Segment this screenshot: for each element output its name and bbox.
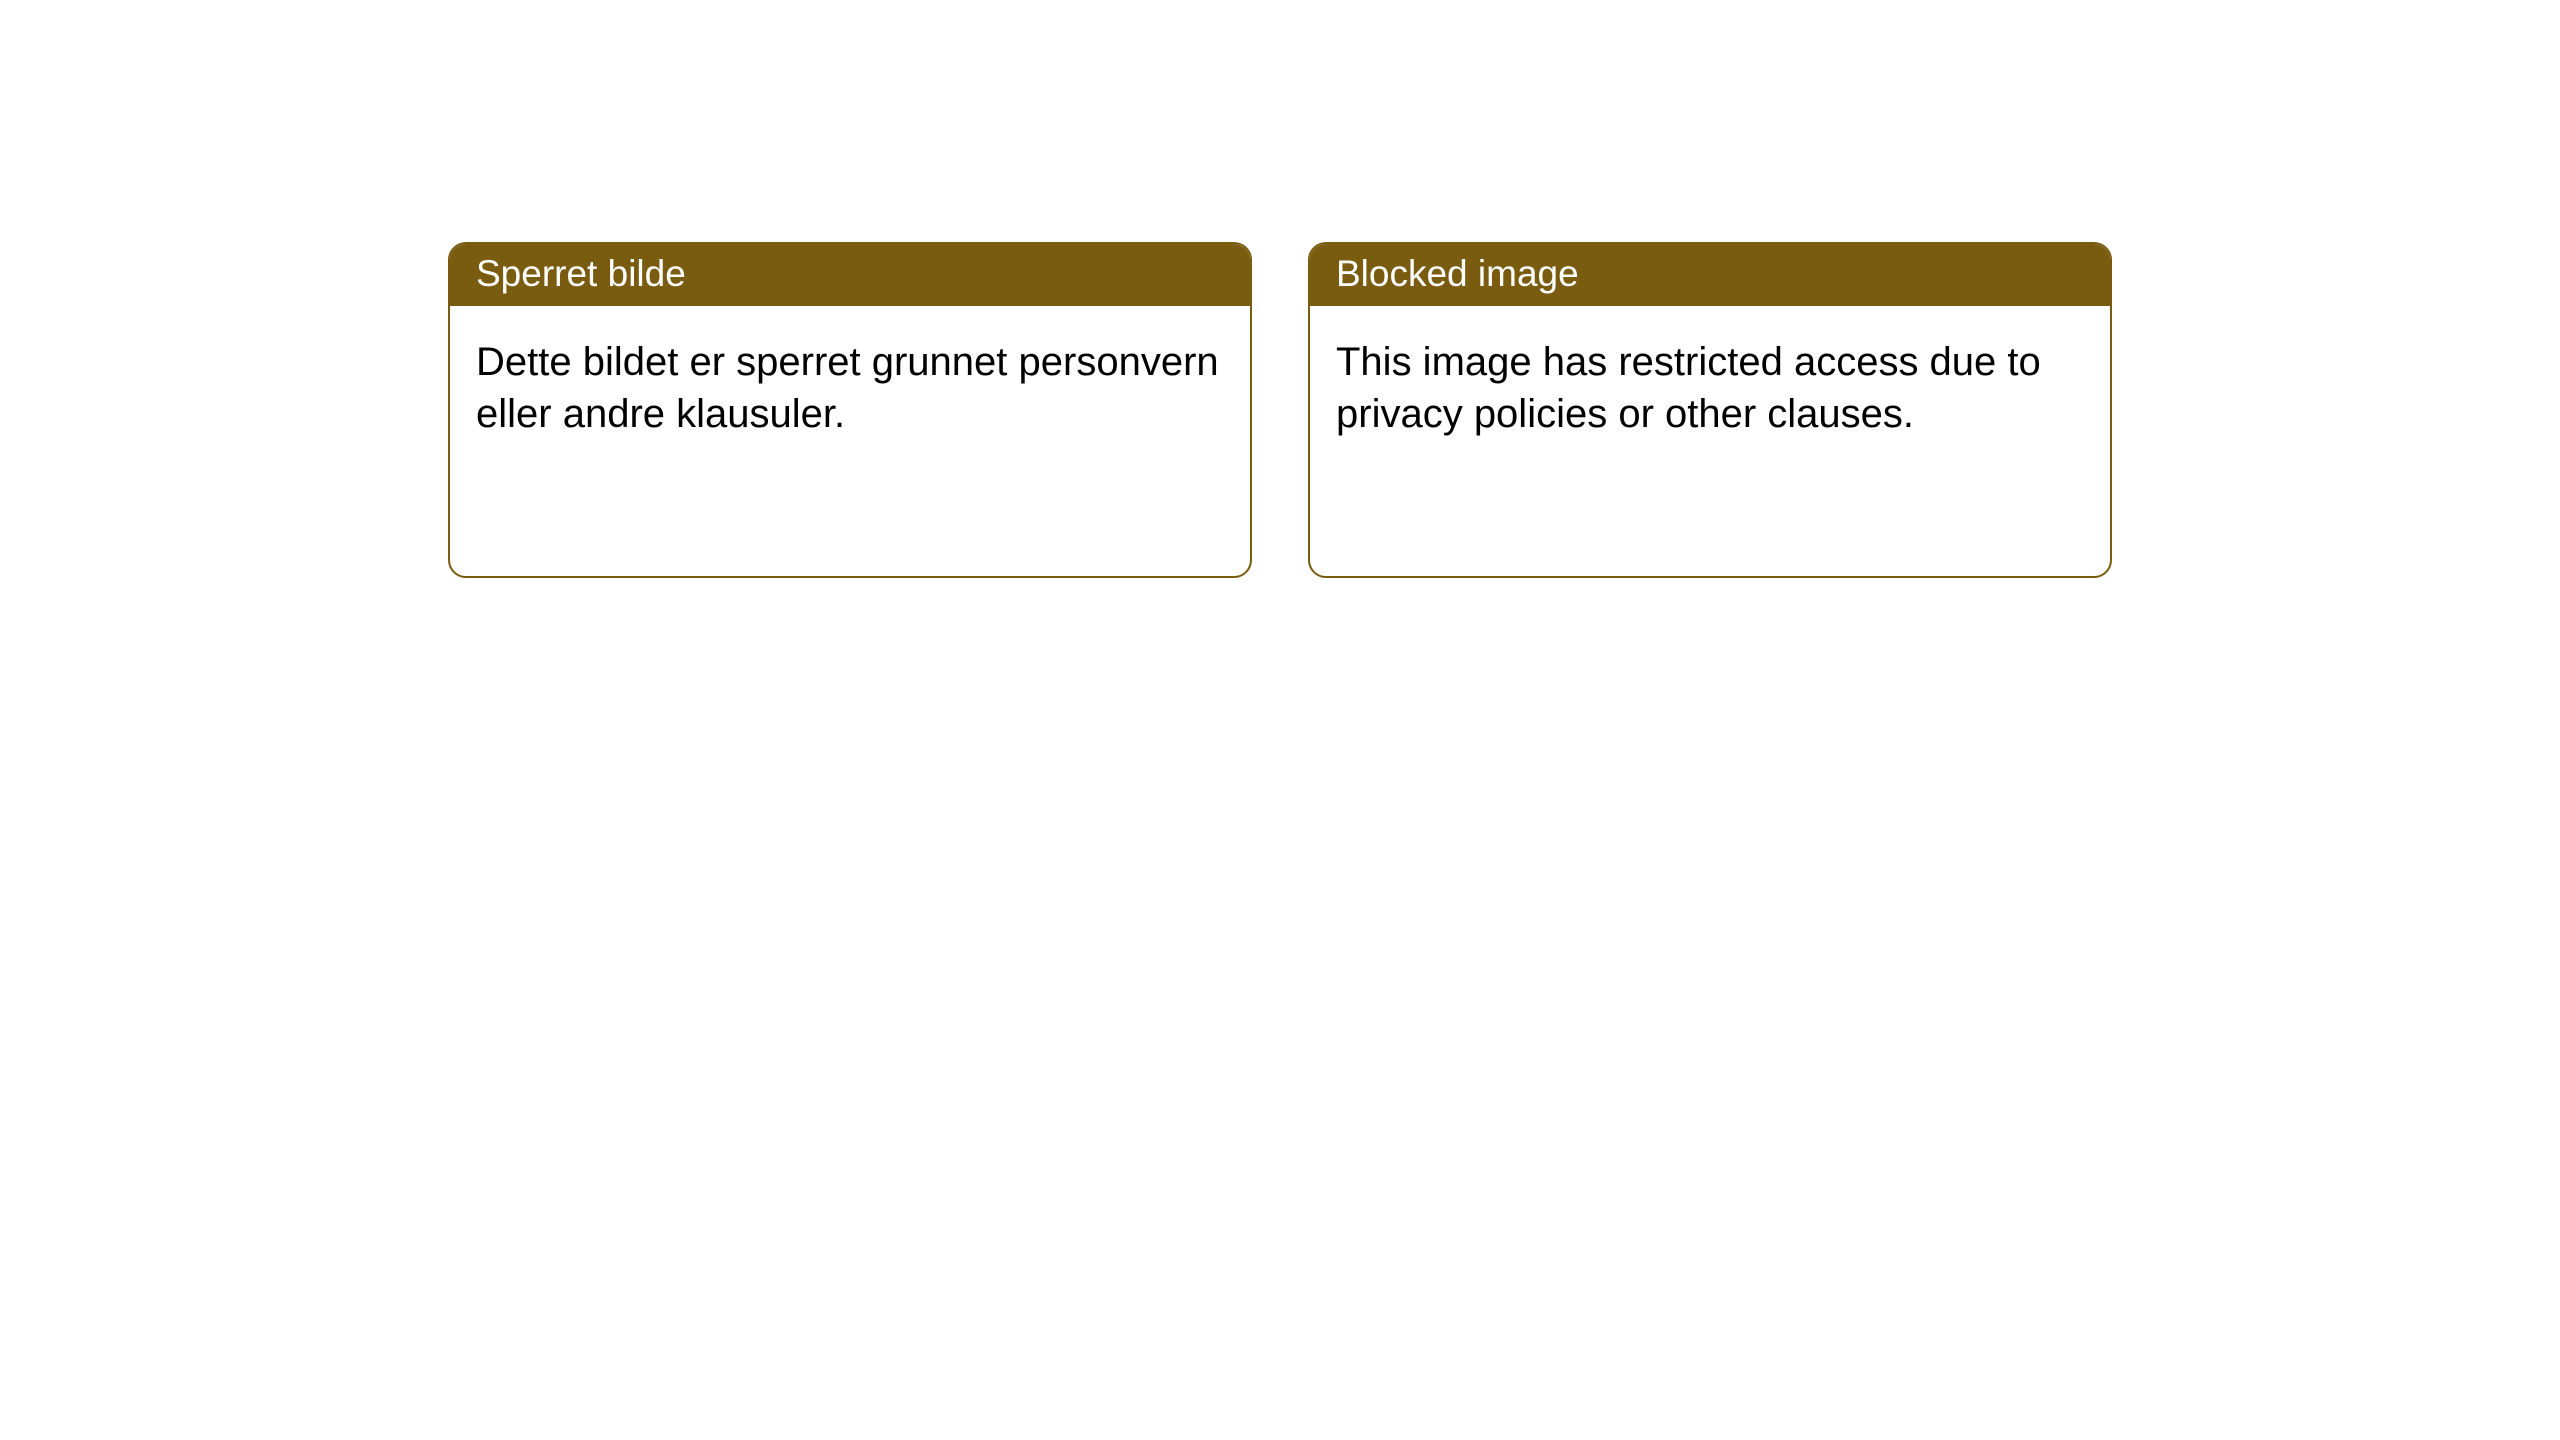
card-body-en: This image has restricted access due to …: [1310, 306, 2110, 470]
blocked-image-card-no: Sperret bilde Dette bildet er sperret gr…: [448, 242, 1252, 578]
card-header-en: Blocked image: [1310, 244, 2110, 306]
card-body-no: Dette bildet er sperret grunnet personve…: [450, 306, 1250, 470]
blocked-image-cards-row: Sperret bilde Dette bildet er sperret gr…: [448, 242, 2560, 578]
card-header-no: Sperret bilde: [450, 244, 1250, 306]
blocked-image-card-en: Blocked image This image has restricted …: [1308, 242, 2112, 578]
